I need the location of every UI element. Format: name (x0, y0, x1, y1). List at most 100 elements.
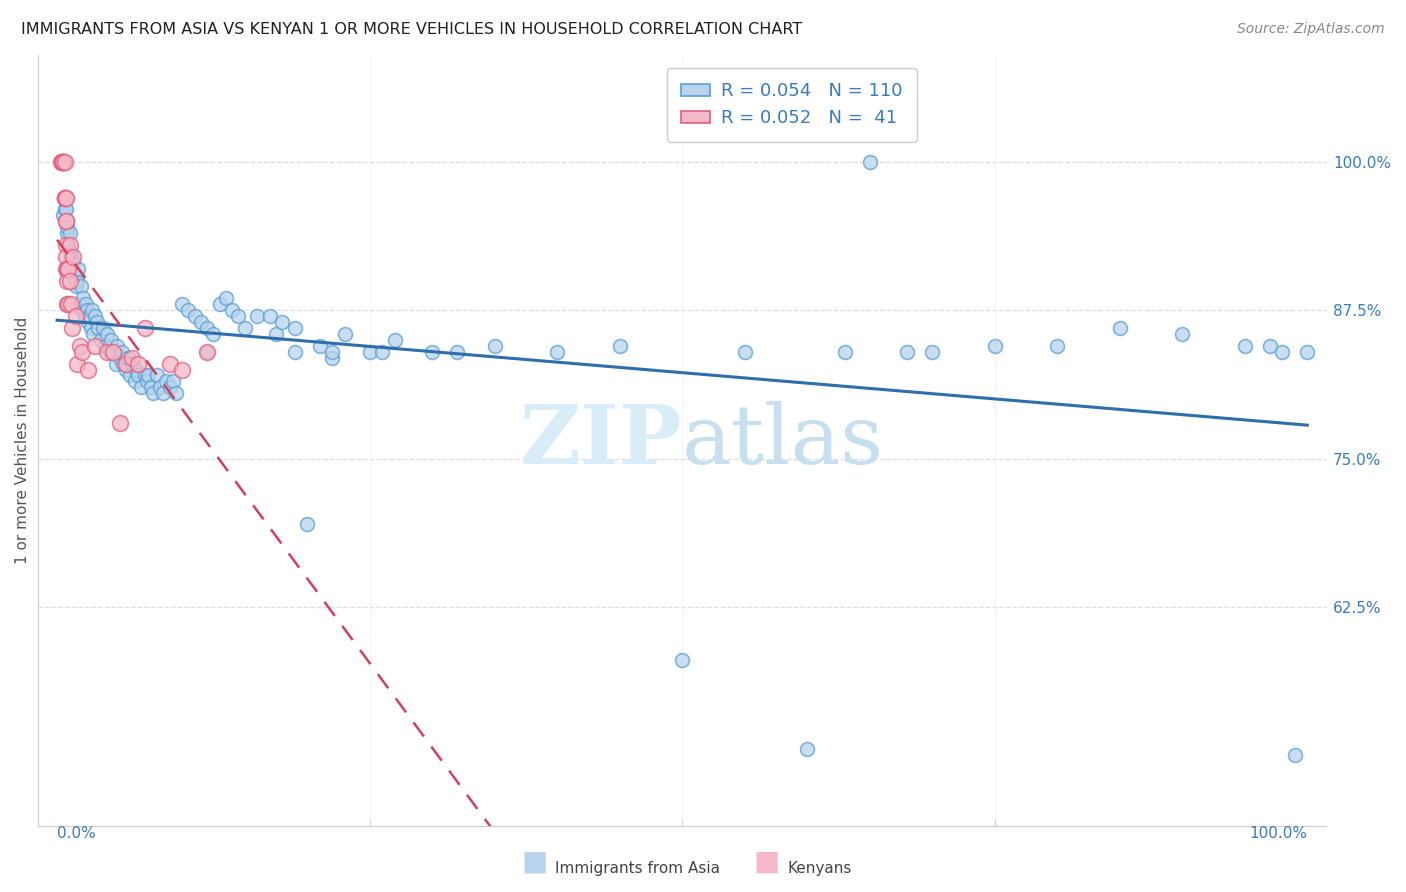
Point (76, 303, 98, 318)
Point (65, 268, 87, 282)
Point (87, 321, 110, 335)
Point (446, 344, 468, 359)
Point (134, 321, 156, 335)
Point (58, 226, 80, 240)
Point (484, 339, 506, 353)
Point (333, 326, 356, 341)
Point (79, 309, 101, 323)
Point (49, 155, 72, 169)
Point (420, 344, 443, 359)
Point (59, 297, 82, 311)
Point (58, 274, 80, 288)
Point (609, 339, 631, 353)
Point (53, 190, 76, 204)
Point (66, 357, 89, 371)
Point (146, 368, 169, 383)
Point (321, 344, 343, 359)
Point (115, 357, 138, 371)
Point (284, 344, 307, 359)
Point (62, 250, 84, 264)
Text: IMMIGRANTS FROM ASIA VS KENYAN 1 OR MORE VEHICLES IN HOUSEHOLD CORRELATION CHART: IMMIGRANTS FROM ASIA VS KENYAN 1 OR MORE… (21, 22, 803, 37)
Point (111, 344, 134, 359)
Point (56, 274, 79, 288)
Point (127, 357, 149, 371)
Text: ZIP: ZIP (520, 401, 682, 481)
Text: ■: ■ (522, 848, 547, 876)
Text: Source: ZipAtlas.com: Source: ZipAtlas.com (1237, 22, 1385, 37)
Point (124, 375, 146, 389)
Point (139, 380, 162, 394)
Point (55, 214, 77, 228)
Point (96, 326, 118, 341)
Point (58, 238, 80, 252)
Point (138, 368, 160, 383)
Point (896, 344, 918, 359)
Point (65, 309, 87, 323)
Point (93, 321, 115, 335)
Point (67, 261, 90, 276)
Point (105, 339, 128, 353)
Point (58, 238, 80, 252)
Point (359, 344, 381, 359)
Point (125, 362, 148, 376)
Point (118, 368, 141, 383)
Point (162, 375, 184, 389)
Point (60, 261, 83, 276)
Point (55, 202, 77, 217)
Point (63, 274, 86, 288)
Point (72, 291, 94, 305)
Point (90, 333, 112, 347)
Point (129, 380, 152, 394)
Point (52, 208, 75, 222)
Point (121, 357, 143, 371)
Point (62, 256, 84, 270)
Point (53, 155, 76, 169)
Point (55, 250, 77, 264)
Point (93, 339, 115, 353)
Point (117, 351, 139, 365)
Point (55, 261, 77, 276)
Point (142, 386, 165, 401)
Point (104, 357, 127, 371)
Point (69, 297, 91, 311)
Point (796, 742, 818, 756)
Text: Immigrants from Asia: Immigrants from Asia (555, 861, 720, 876)
Point (100, 333, 122, 347)
Point (103, 344, 125, 359)
Point (83, 339, 105, 353)
Point (1284, 748, 1306, 763)
Point (195, 321, 218, 335)
Point (59, 250, 82, 264)
Point (56, 226, 79, 240)
Point (159, 380, 181, 394)
Point (52, 155, 75, 169)
Point (65, 279, 87, 293)
Point (56, 297, 79, 311)
Point (58, 261, 80, 276)
Point (165, 386, 187, 401)
Point (546, 344, 568, 359)
Point (108, 351, 131, 365)
Point (177, 303, 200, 318)
Point (73, 309, 96, 323)
Point (55, 190, 77, 204)
Point (183, 309, 205, 323)
Point (60, 321, 83, 335)
Point (202, 326, 225, 341)
Point (264, 326, 287, 341)
Point (371, 344, 394, 359)
Point (70, 303, 93, 318)
Point (56, 261, 79, 276)
Point (295, 516, 318, 531)
Point (384, 333, 406, 347)
Legend: R = 0.054   N = 110, R = 0.052   N =  41: R = 0.054 N = 110, R = 0.052 N = 41 (666, 68, 917, 142)
Point (195, 344, 218, 359)
Point (271, 315, 294, 329)
Text: 100.0%: 100.0% (1250, 826, 1308, 841)
Point (1108, 321, 1130, 335)
Point (108, 416, 131, 430)
Point (52, 155, 75, 169)
Point (115, 362, 138, 376)
Point (53, 190, 76, 204)
Point (69, 279, 91, 293)
